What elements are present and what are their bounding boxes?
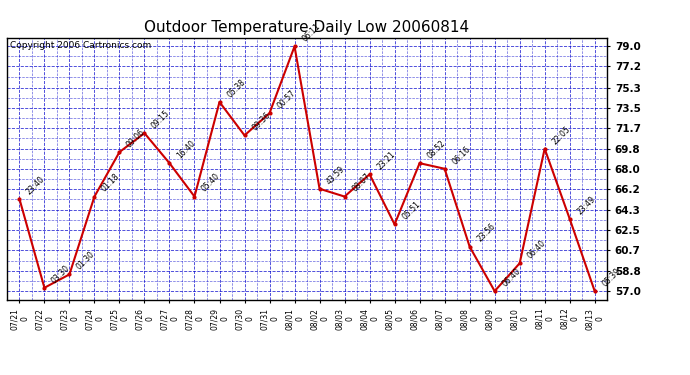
Text: 05:40: 05:40 <box>200 172 222 194</box>
Text: 09:06: 09:06 <box>125 128 147 149</box>
Text: 23:40: 23:40 <box>25 174 47 196</box>
Text: 06:40: 06:40 <box>525 238 547 261</box>
Text: 23:21: 23:21 <box>375 150 397 171</box>
Text: 08:07: 08:07 <box>350 172 372 194</box>
Text: 43:59: 43:59 <box>325 164 347 186</box>
Text: 09:15: 09:15 <box>150 108 172 130</box>
Text: 06:40: 06:40 <box>500 266 522 288</box>
Text: 06:16: 06:16 <box>450 144 472 166</box>
Text: 05:38: 05:38 <box>225 77 247 99</box>
Text: 22:05: 22:05 <box>550 124 572 146</box>
Text: 06:11: 06:11 <box>300 22 322 44</box>
Text: 08:52: 08:52 <box>425 139 447 160</box>
Text: 00:57: 00:57 <box>275 88 297 110</box>
Title: Outdoor Temperature Daily Low 20060814: Outdoor Temperature Daily Low 20060814 <box>144 20 470 35</box>
Text: 23:49: 23:49 <box>575 194 597 216</box>
Text: 23:56: 23:56 <box>475 222 497 244</box>
Text: 01:18: 01:18 <box>100 172 121 194</box>
Text: 05:39: 05:39 <box>600 266 622 288</box>
Text: 16:40: 16:40 <box>175 139 197 160</box>
Text: 05:51: 05:51 <box>400 200 422 222</box>
Text: Copyright 2006 Cartronics.com: Copyright 2006 Cartronics.com <box>10 42 151 51</box>
Text: 03:30: 03:30 <box>50 263 72 285</box>
Text: 01:30: 01:30 <box>75 250 97 272</box>
Text: 09:36: 09:36 <box>250 111 272 133</box>
